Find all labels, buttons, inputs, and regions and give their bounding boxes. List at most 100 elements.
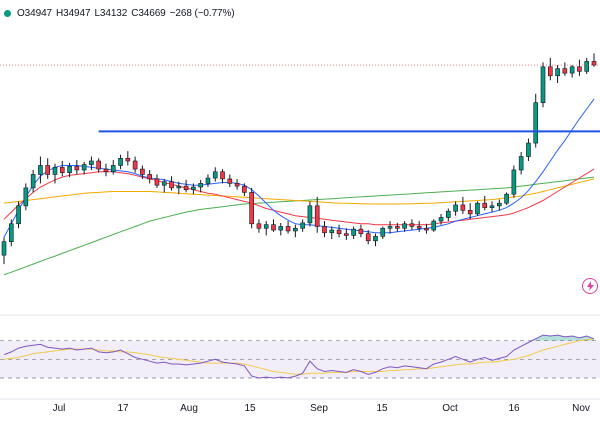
candle-body: [147, 174, 152, 180]
x-axis-label: 15: [244, 403, 256, 414]
candle: [89, 156, 94, 170]
candle-body: [271, 224, 276, 231]
candle-body: [30, 174, 36, 189]
candle-body: [373, 236, 378, 242]
candle: [307, 201, 313, 227]
candle: [256, 219, 262, 233]
candle-body: [103, 168, 109, 173]
candle-body: [132, 160, 138, 170]
candle-body: [52, 166, 58, 175]
candle: [16, 201, 21, 229]
candle-body: [81, 164, 87, 171]
candle: [110, 160, 116, 175]
candle: [132, 156, 138, 173]
x-axis-label: Nov: [572, 403, 590, 414]
candle: [263, 221, 269, 236]
candle: [227, 174, 233, 188]
candle: [344, 228, 349, 240]
candle-body: [380, 227, 386, 237]
x-axis-label: 16: [508, 403, 520, 414]
candle: [74, 160, 80, 175]
candle-body: [300, 222, 305, 229]
candle: [103, 163, 109, 177]
levels: [0, 64, 600, 133]
rsi-overbought-fill: [550, 335, 558, 341]
candle-body: [8, 223, 14, 243]
rsi-pane: [0, 334, 600, 379]
candle: [358, 224, 364, 238]
candle: [540, 62, 546, 108]
candle: [547, 57, 553, 81]
candle-body: [482, 202, 488, 208]
candle-body: [23, 187, 29, 207]
x-axis-label: Oct: [442, 403, 458, 414]
candle-body: [38, 165, 43, 175]
candle: [169, 176, 174, 191]
candle: [249, 187, 254, 229]
candle-body: [256, 223, 262, 229]
candle: [518, 152, 524, 175]
candle: [555, 65, 560, 83]
candle: [460, 196, 466, 214]
sma-fast-line: [3, 98, 595, 238]
candle-body: [212, 171, 218, 179]
candle-body: [154, 178, 160, 186]
candle: [416, 221, 422, 232]
candle: [52, 163, 58, 184]
candle: [329, 226, 335, 240]
candle: [293, 224, 298, 238]
candle-body: [402, 223, 407, 229]
candle-body: [198, 183, 203, 188]
candle-body: [336, 229, 342, 234]
sma-mid-line: [3, 168, 595, 226]
candle-body: [526, 142, 531, 157]
candle-body: [314, 205, 320, 227]
candle-body: [234, 183, 240, 187]
candle-body: [547, 66, 553, 77]
candle: [147, 169, 152, 184]
moving-averages: [3, 98, 595, 276]
ohlc-change: −268 (−0.77%): [169, 7, 235, 19]
candle: [504, 192, 509, 205]
candle: [533, 93, 539, 148]
ohlc-legend: O34947 H34947 L34132 C34669 −268 (−0.77%…: [0, 5, 239, 21]
candle: [431, 219, 437, 232]
candle: [511, 165, 517, 198]
candle-body: [169, 181, 174, 189]
candle: [577, 59, 582, 76]
candle: [285, 221, 291, 234]
candle-body: [140, 168, 145, 175]
candle: [453, 201, 458, 216]
x-axis-label: 17: [117, 403, 129, 414]
candle: [489, 201, 495, 213]
candle: [38, 156, 43, 184]
candle: [562, 62, 568, 76]
candle: [154, 174, 160, 188]
candle-body: [249, 192, 254, 225]
candle: [322, 221, 327, 238]
candle: [45, 158, 51, 179]
candle-body: [569, 66, 575, 74]
candle-body: [285, 226, 291, 232]
candle-body: [96, 160, 101, 170]
candle: [30, 169, 36, 193]
candle: [497, 199, 502, 211]
candle: [365, 230, 371, 245]
candle: [271, 219, 276, 232]
candle-body: [191, 186, 196, 190]
ohlc-open: O34947: [17, 7, 52, 19]
candle: [191, 183, 196, 195]
candle: [212, 167, 218, 182]
candle-body: [387, 226, 393, 229]
candle: [373, 233, 378, 247]
lightning-bolt-icon[interactable]: [582, 278, 598, 294]
candle-body: [577, 66, 582, 72]
candle: [8, 219, 14, 247]
candle-body: [45, 165, 51, 175]
candle-body: [344, 233, 349, 236]
candle-body: [322, 226, 327, 234]
candle: [125, 151, 131, 166]
candle-body: [511, 169, 517, 195]
